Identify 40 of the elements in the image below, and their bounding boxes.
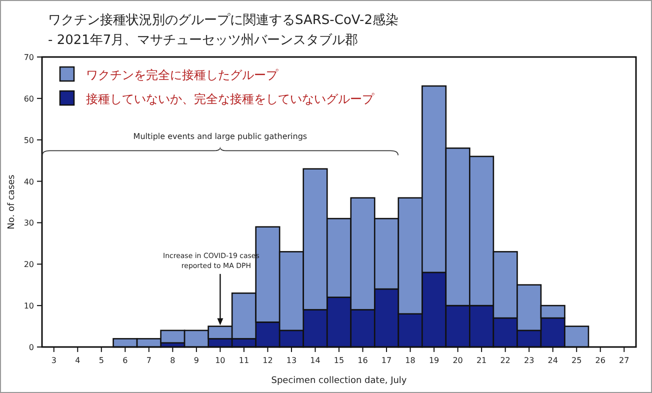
- x-axis-title: Specimen collection date, July: [271, 376, 408, 386]
- y-tick-label: 60: [24, 94, 34, 104]
- x-tick-label: 12: [262, 356, 273, 365]
- x-tick-label: 26: [595, 356, 606, 365]
- chart-title: ワクチン接種状況別のグループに関連するSARS-CoV-2感染: [48, 13, 398, 28]
- x-tick-label: 18: [405, 356, 416, 365]
- x-tick-label: 13: [286, 356, 297, 365]
- x-tick-label: 10: [215, 356, 226, 365]
- y-tick-label: 40: [24, 177, 34, 186]
- legend-label: ワクチンを完全に接種したグループ: [86, 68, 279, 82]
- x-tick-label: 21: [476, 356, 487, 365]
- x-tick-label: 27: [619, 356, 630, 365]
- chart-subtitle: - 2021年7月、マサチューセッツ州バーンスタブル郡: [48, 33, 358, 48]
- x-tick-label: 11: [238, 356, 250, 365]
- legend-label: 接種していないか、完全な接種をしていないグループ: [86, 92, 375, 106]
- x-tick-label: 23: [524, 356, 534, 365]
- y-axis-title: No. of cases: [7, 174, 17, 230]
- x-tick-label: 24: [548, 356, 558, 365]
- y-tick-label: 0: [28, 343, 34, 352]
- x-tick-label: 15: [334, 356, 344, 365]
- x-tick-label: 17: [381, 356, 392, 365]
- y-tick-label: 50: [24, 136, 34, 145]
- y-tick-label: 10: [24, 302, 34, 311]
- y-tick-label: 20: [24, 260, 34, 270]
- x-tick-label: 7: [146, 356, 152, 365]
- x-tick-label: 4: [75, 356, 80, 365]
- x-tick-label: 22: [500, 356, 510, 365]
- annotation: Multiple events and large public gatherings: [133, 132, 308, 142]
- y-tick-label: 70: [24, 53, 34, 62]
- x-tick-label: 5: [98, 356, 104, 365]
- x-tick-label: 3: [51, 356, 56, 365]
- x-tick-label: 16: [358, 356, 368, 365]
- x-tick-label: 19: [428, 356, 440, 365]
- x-tick-label: 25: [572, 356, 582, 365]
- x-tick-label: 6: [122, 356, 128, 365]
- x-tick-label: 9: [194, 356, 199, 365]
- x-tick-label: 20: [452, 356, 463, 365]
- y-tick-label: 30: [24, 218, 34, 228]
- x-tick-label: 8: [170, 356, 176, 365]
- x-tick-label: 14: [310, 356, 320, 365]
